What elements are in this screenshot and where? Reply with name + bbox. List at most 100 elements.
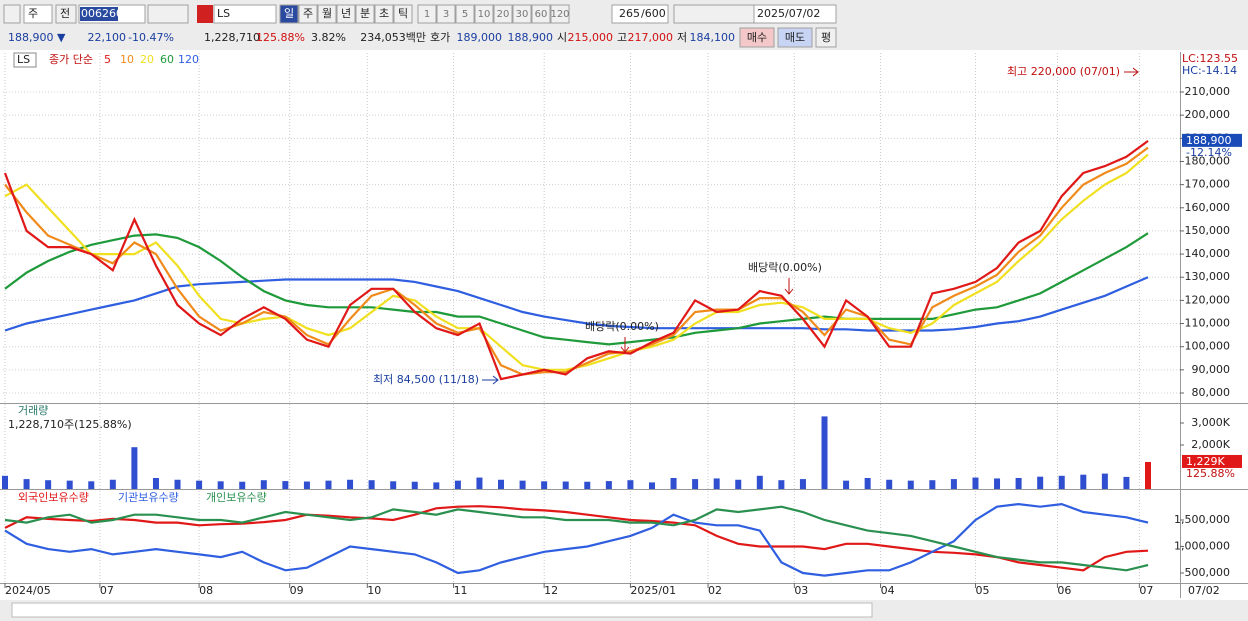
current-volume-box [1182,454,1242,468]
annotation: 배당락(0.00%) [748,261,822,274]
interval-btn[interactable] [531,4,551,24]
volume-bar [390,481,397,489]
legend-item: 5 [104,53,111,66]
volume-bar [454,480,461,489]
volume-bar [45,480,52,489]
bid: 188,900 [508,31,554,44]
volume-bar [821,416,828,489]
market: 주 [28,7,38,20]
volume-bar [541,481,548,489]
series-line [3,140,1149,381]
volume-bar [325,480,332,489]
y-tick-label: 80,000 [1192,386,1231,399]
x-tick-label: 07 [1139,584,1153,597]
volume-bar [66,480,73,489]
date-box[interactable] [753,4,837,24]
volume-bar [972,477,979,489]
count-box[interactable] [611,4,669,24]
volume-bar [476,477,483,489]
current-price-box [1182,133,1242,147]
y-tick-label: 100,000 [1185,340,1231,353]
hc-label: HC:-14.14 [1182,64,1237,77]
open: 215,000 [568,31,614,44]
scroll-track[interactable] [11,602,873,618]
interval-btn[interactable] [474,4,494,24]
stock-name: LS [217,7,230,20]
interval-btn[interactable] [493,4,513,24]
interval: 5 [462,9,468,20]
interval-btn[interactable] [512,4,532,24]
y-tick-label: 110,000 [1185,317,1231,330]
volume-bar [1080,474,1087,489]
volume-bar [843,480,850,489]
volume-bar [217,481,224,489]
code-highlight [80,7,118,21]
arrow [620,337,630,353]
period-btn[interactable] [298,4,318,24]
arrow [1124,67,1139,77]
low: 184,100 [690,31,736,44]
volume-bar [799,479,806,489]
period: 년 [341,7,351,20]
turnover: 3.82% [311,31,346,44]
interval-btn[interactable] [455,4,475,24]
sell-btn[interactable] [777,27,813,48]
volume-bar [174,479,181,489]
ask: 189,000 [457,31,503,44]
legend-item: 기관보유수량 [118,491,179,504]
sell: 매도 [785,31,805,44]
interval-btn[interactable] [417,4,437,24]
period: 틱 [398,7,408,20]
prev-btn[interactable] [55,4,77,24]
period-btn[interactable] [374,4,394,24]
interval: 20 [497,9,510,20]
volume-bar [1037,476,1044,489]
volume-title: 거래량 [18,404,48,417]
volume-bar [864,477,871,489]
volume-bar [196,480,203,489]
count: 265 [619,7,640,20]
annotation: 최고 220,000 (07/01) [1007,65,1120,78]
name-box [213,4,277,24]
volume-bar [152,477,159,489]
count-max: /600 [641,7,666,20]
y-tick-label: 160,000 [1185,201,1231,214]
volume-bar [1015,477,1022,489]
y-tick-label: 130,000 [1185,270,1231,283]
volume-bar [303,481,310,489]
volume-bar [692,479,699,489]
period-btn[interactable] [355,4,375,24]
arrow [482,375,499,385]
series-line [4,276,1149,332]
volume-bar [1123,476,1130,489]
volume-bar [627,480,634,489]
period-btn[interactable] [317,4,337,24]
interval-btn[interactable] [550,4,570,24]
prev: 전 [60,7,70,20]
search-btn[interactable] [147,4,189,24]
volume-bar [950,479,957,489]
interval-btn[interactable] [436,4,456,24]
y-tick-label: 2,000K [1191,438,1230,451]
tool-buttons[interactable] [673,4,755,24]
buy-btn[interactable] [739,27,775,48]
volume-bar [907,480,914,489]
y-tick-label: 1,000,000 [1174,539,1230,552]
volume-bar [929,480,936,489]
market-select[interactable] [23,4,53,24]
legend-title: 종가 단순 [49,53,93,66]
period-btn[interactable] [336,4,356,24]
volume-bar [1058,475,1065,489]
legend-item: 10 [120,53,134,66]
volume-bar [886,479,893,489]
x-tick-label: 08 [199,584,213,597]
x-tick-label: 09 [290,584,304,597]
menu-btn[interactable] [3,4,21,24]
period-btn[interactable] [393,4,413,24]
avg-btn[interactable] [815,27,837,48]
y-tick-label: 210,000 [1185,85,1231,98]
interval: 3 [443,9,449,20]
period-btn[interactable] [279,4,299,24]
period: 분 [360,7,370,20]
